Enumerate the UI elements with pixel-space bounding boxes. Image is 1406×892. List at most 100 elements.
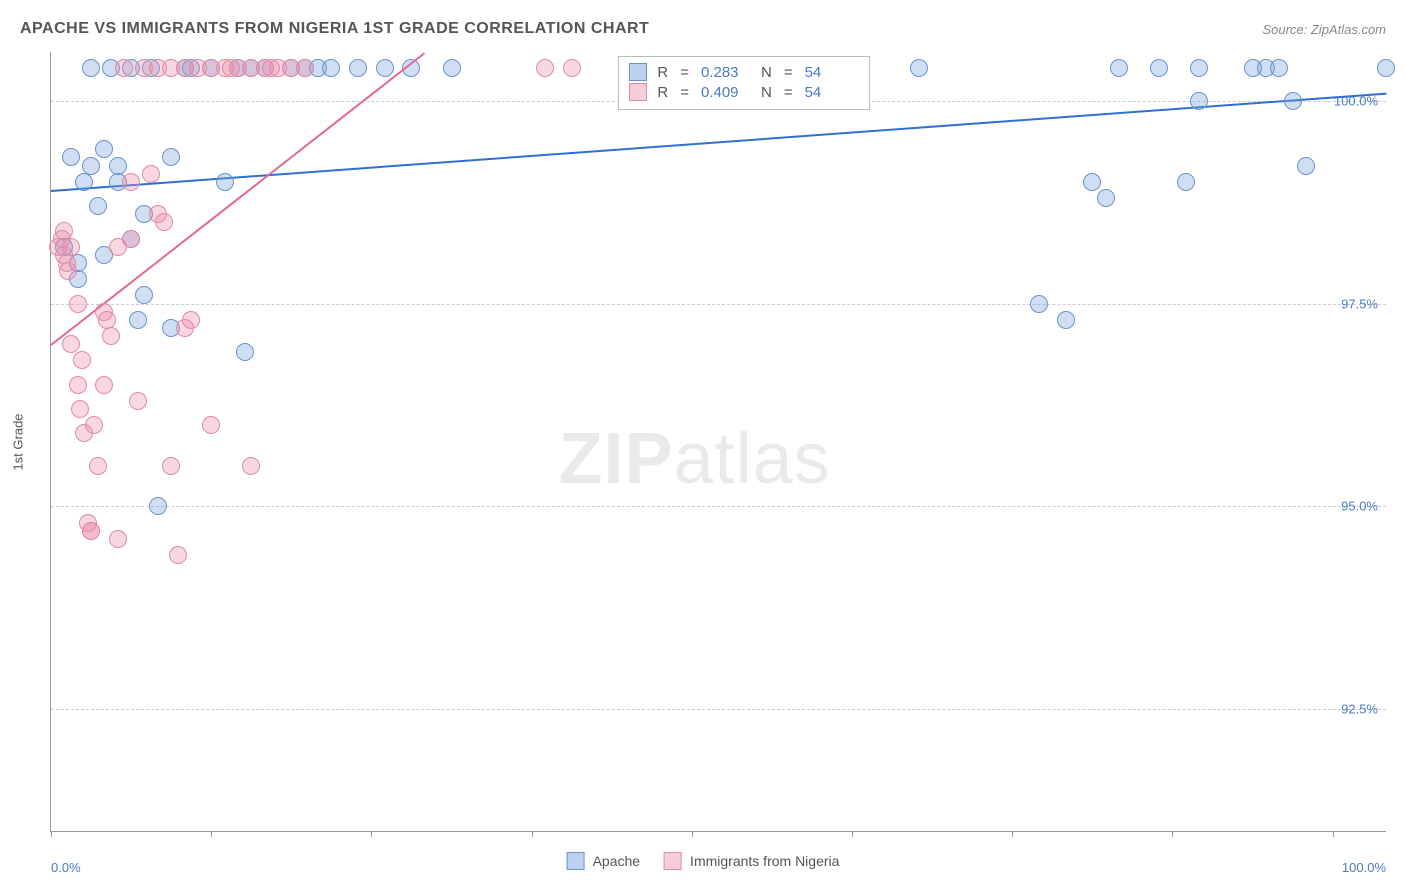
data-point-apache [322, 59, 340, 77]
data-point-nigeria [182, 311, 200, 329]
data-point-nigeria [98, 311, 116, 329]
data-point-nigeria [89, 457, 107, 475]
x-tick-mark [371, 831, 372, 837]
x-tick-label: 100.0% [1342, 860, 1386, 875]
data-point-nigeria [122, 173, 140, 191]
data-point-apache [376, 59, 394, 77]
data-point-apache [129, 311, 147, 329]
gridline [51, 506, 1386, 507]
data-point-nigeria [59, 262, 77, 280]
data-point-apache [135, 286, 153, 304]
swatch-apache [567, 852, 585, 870]
x-tick-mark [1172, 831, 1173, 837]
data-point-apache [149, 497, 167, 515]
data-point-nigeria [296, 59, 314, 77]
equals-icon: = [784, 64, 793, 81]
x-tick-mark [692, 831, 693, 837]
data-point-apache [1190, 59, 1208, 77]
stat-n-value: 54 [805, 64, 855, 81]
legend-item-apache: Apache [567, 852, 640, 870]
data-point-nigeria [162, 457, 180, 475]
data-point-nigeria [242, 457, 260, 475]
data-point-apache [1097, 189, 1115, 207]
legend-item-nigeria: Immigrants from Nigeria [664, 852, 839, 870]
watermark-bold: ZIP [559, 419, 674, 499]
trend-line-nigeria [50, 52, 425, 346]
data-point-nigeria [85, 416, 103, 434]
legend-label: Immigrants from Nigeria [690, 853, 839, 869]
data-point-nigeria [71, 400, 89, 418]
data-point-apache [1284, 92, 1302, 110]
x-tick-mark [852, 831, 853, 837]
data-point-nigeria [82, 522, 100, 540]
y-tick-label: 97.5% [1341, 296, 1378, 311]
data-point-nigeria [95, 376, 113, 394]
data-point-apache [1297, 157, 1315, 175]
data-point-apache [236, 343, 254, 361]
plot-canvas: ZIPatlas 92.5%95.0%97.5%100.0%0.0%100.0%… [50, 52, 1386, 832]
data-point-apache [216, 173, 234, 191]
x-tick-mark [211, 831, 212, 837]
stat-r-label: R [657, 84, 668, 101]
data-point-apache [89, 197, 107, 215]
y-tick-label: 95.0% [1341, 499, 1378, 514]
data-point-apache [75, 173, 93, 191]
gridline [51, 709, 1386, 710]
stats-row-nigeria: R=0.409N=54 [629, 83, 854, 101]
data-point-apache [443, 59, 461, 77]
data-point-nigeria [563, 59, 581, 77]
y-axis-label: 1st Grade [11, 413, 26, 470]
stat-r-label: R [657, 64, 668, 81]
stat-n-value: 54 [805, 84, 855, 101]
data-point-nigeria [169, 546, 187, 564]
chart-source: Source: ZipAtlas.com [1262, 22, 1386, 37]
equals-icon: = [784, 84, 793, 101]
swatch-nigeria [629, 83, 647, 101]
data-point-nigeria [102, 327, 120, 345]
data-point-apache [82, 59, 100, 77]
gridline [51, 304, 1386, 305]
data-point-nigeria [109, 530, 127, 548]
data-point-apache [1150, 59, 1168, 77]
data-point-apache [1177, 173, 1195, 191]
x-tick-mark [1333, 831, 1334, 837]
data-point-nigeria [536, 59, 554, 77]
watermark-light: atlas [674, 419, 831, 499]
y-tick-label: 92.5% [1341, 702, 1378, 717]
data-point-nigeria [69, 376, 87, 394]
data-point-nigeria [142, 165, 160, 183]
legend-label: Apache [593, 853, 640, 869]
stats-box: R=0.283N=54R=0.409N=54 [618, 56, 869, 110]
x-tick-label: 0.0% [51, 860, 81, 875]
swatch-apache [629, 63, 647, 81]
data-point-nigeria [115, 59, 133, 77]
data-point-nigeria [202, 416, 220, 434]
chart-header: APACHE VS IMMIGRANTS FROM NIGERIA 1ST GR… [20, 20, 1386, 38]
x-tick-mark [532, 831, 533, 837]
data-point-apache [1030, 295, 1048, 313]
data-point-nigeria [73, 351, 91, 369]
data-point-nigeria [69, 295, 87, 313]
data-point-apache [62, 148, 80, 166]
data-point-apache [162, 148, 180, 166]
stat-r-value: 0.409 [701, 84, 751, 101]
data-point-apache [109, 157, 127, 175]
equals-icon: = [680, 64, 689, 81]
data-point-apache [1190, 92, 1208, 110]
data-point-apache [1083, 173, 1101, 191]
data-point-apache [1377, 59, 1395, 77]
x-tick-mark [51, 831, 52, 837]
data-point-apache [349, 59, 367, 77]
swatch-nigeria [664, 852, 682, 870]
stat-n-label: N [761, 64, 772, 81]
data-point-nigeria [155, 213, 173, 231]
data-point-apache [95, 140, 113, 158]
legend: Apache Immigrants from Nigeria [567, 852, 840, 870]
chart-title: APACHE VS IMMIGRANTS FROM NIGERIA 1ST GR… [20, 20, 649, 38]
x-tick-mark [1012, 831, 1013, 837]
data-point-apache [1110, 59, 1128, 77]
data-point-apache [910, 59, 928, 77]
stats-row-apache: R=0.283N=54 [629, 63, 854, 81]
stat-n-label: N [761, 84, 772, 101]
data-point-nigeria [62, 238, 80, 256]
